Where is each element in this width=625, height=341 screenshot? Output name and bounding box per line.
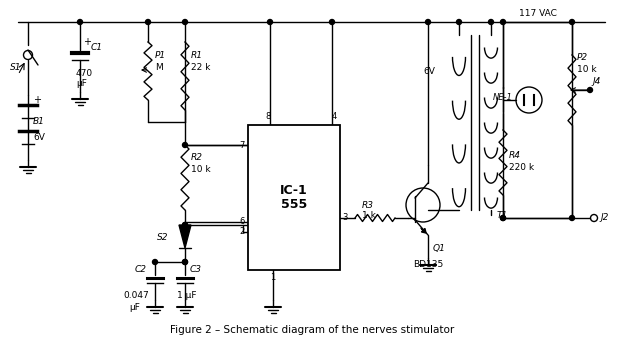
Text: 7: 7 <box>239 140 245 149</box>
Circle shape <box>588 88 592 92</box>
Text: B1: B1 <box>33 118 45 127</box>
Text: R1: R1 <box>191 50 203 59</box>
Circle shape <box>569 216 574 221</box>
Text: 10 k: 10 k <box>191 165 211 175</box>
Text: 117 VAC: 117 VAC <box>519 10 556 18</box>
Text: +: + <box>83 37 91 47</box>
Text: 22 k: 22 k <box>191 63 211 73</box>
Text: Q1: Q1 <box>433 243 446 252</box>
Circle shape <box>426 19 431 25</box>
Circle shape <box>182 222 188 227</box>
Text: 3: 3 <box>342 213 348 222</box>
Circle shape <box>182 19 188 25</box>
Text: 10 k: 10 k <box>577 65 597 74</box>
Circle shape <box>329 19 334 25</box>
Text: J4: J4 <box>592 77 601 87</box>
Text: 8: 8 <box>266 112 271 121</box>
Circle shape <box>146 19 151 25</box>
Circle shape <box>489 19 494 25</box>
Text: 1 μF: 1 μF <box>177 291 196 299</box>
Text: C1: C1 <box>91 44 103 53</box>
Circle shape <box>182 222 188 227</box>
Text: μF: μF <box>129 302 140 311</box>
Text: P2: P2 <box>577 54 588 62</box>
Text: 4: 4 <box>331 112 337 121</box>
FancyArrow shape <box>421 228 426 233</box>
Text: Figure 2 – Schematic diagram of the nerves stimulator: Figure 2 – Schematic diagram of the nerv… <box>170 325 454 335</box>
Text: 470: 470 <box>76 69 93 77</box>
Text: M: M <box>155 63 162 73</box>
Text: 2: 2 <box>240 227 245 237</box>
Bar <box>248 125 340 270</box>
Text: S1: S1 <box>10 63 21 73</box>
Polygon shape <box>179 225 191 248</box>
Text: C2: C2 <box>135 266 147 275</box>
Text: T1: T1 <box>497 210 508 220</box>
Circle shape <box>182 143 188 148</box>
Circle shape <box>501 19 506 25</box>
Text: 555: 555 <box>281 198 307 211</box>
Text: IC-1: IC-1 <box>280 184 308 197</box>
Text: BD135: BD135 <box>413 260 443 269</box>
Circle shape <box>501 216 506 221</box>
Circle shape <box>182 260 188 265</box>
Text: C3: C3 <box>190 266 202 275</box>
Circle shape <box>78 19 82 25</box>
Text: μF: μF <box>76 78 87 88</box>
Text: R4: R4 <box>509 150 521 160</box>
Circle shape <box>152 260 158 265</box>
Text: 220 k: 220 k <box>509 163 534 173</box>
Circle shape <box>501 216 506 221</box>
Text: 6: 6 <box>239 218 245 226</box>
Text: 1: 1 <box>271 273 276 282</box>
Text: 0.047: 0.047 <box>123 291 149 299</box>
Circle shape <box>268 19 272 25</box>
Circle shape <box>569 19 574 25</box>
Text: J2: J2 <box>600 213 608 222</box>
Bar <box>503 22 572 218</box>
Text: +: + <box>33 95 41 105</box>
Circle shape <box>456 19 461 25</box>
Text: S2: S2 <box>157 234 169 242</box>
Text: 6V: 6V <box>33 133 45 142</box>
Text: P1: P1 <box>155 51 166 60</box>
Text: NE-1: NE-1 <box>493 92 513 102</box>
Text: 1 k: 1 k <box>362 210 376 220</box>
Text: 6V: 6V <box>423 68 435 76</box>
Circle shape <box>182 260 188 265</box>
Text: R3: R3 <box>362 201 374 209</box>
Text: R2: R2 <box>191 153 203 163</box>
